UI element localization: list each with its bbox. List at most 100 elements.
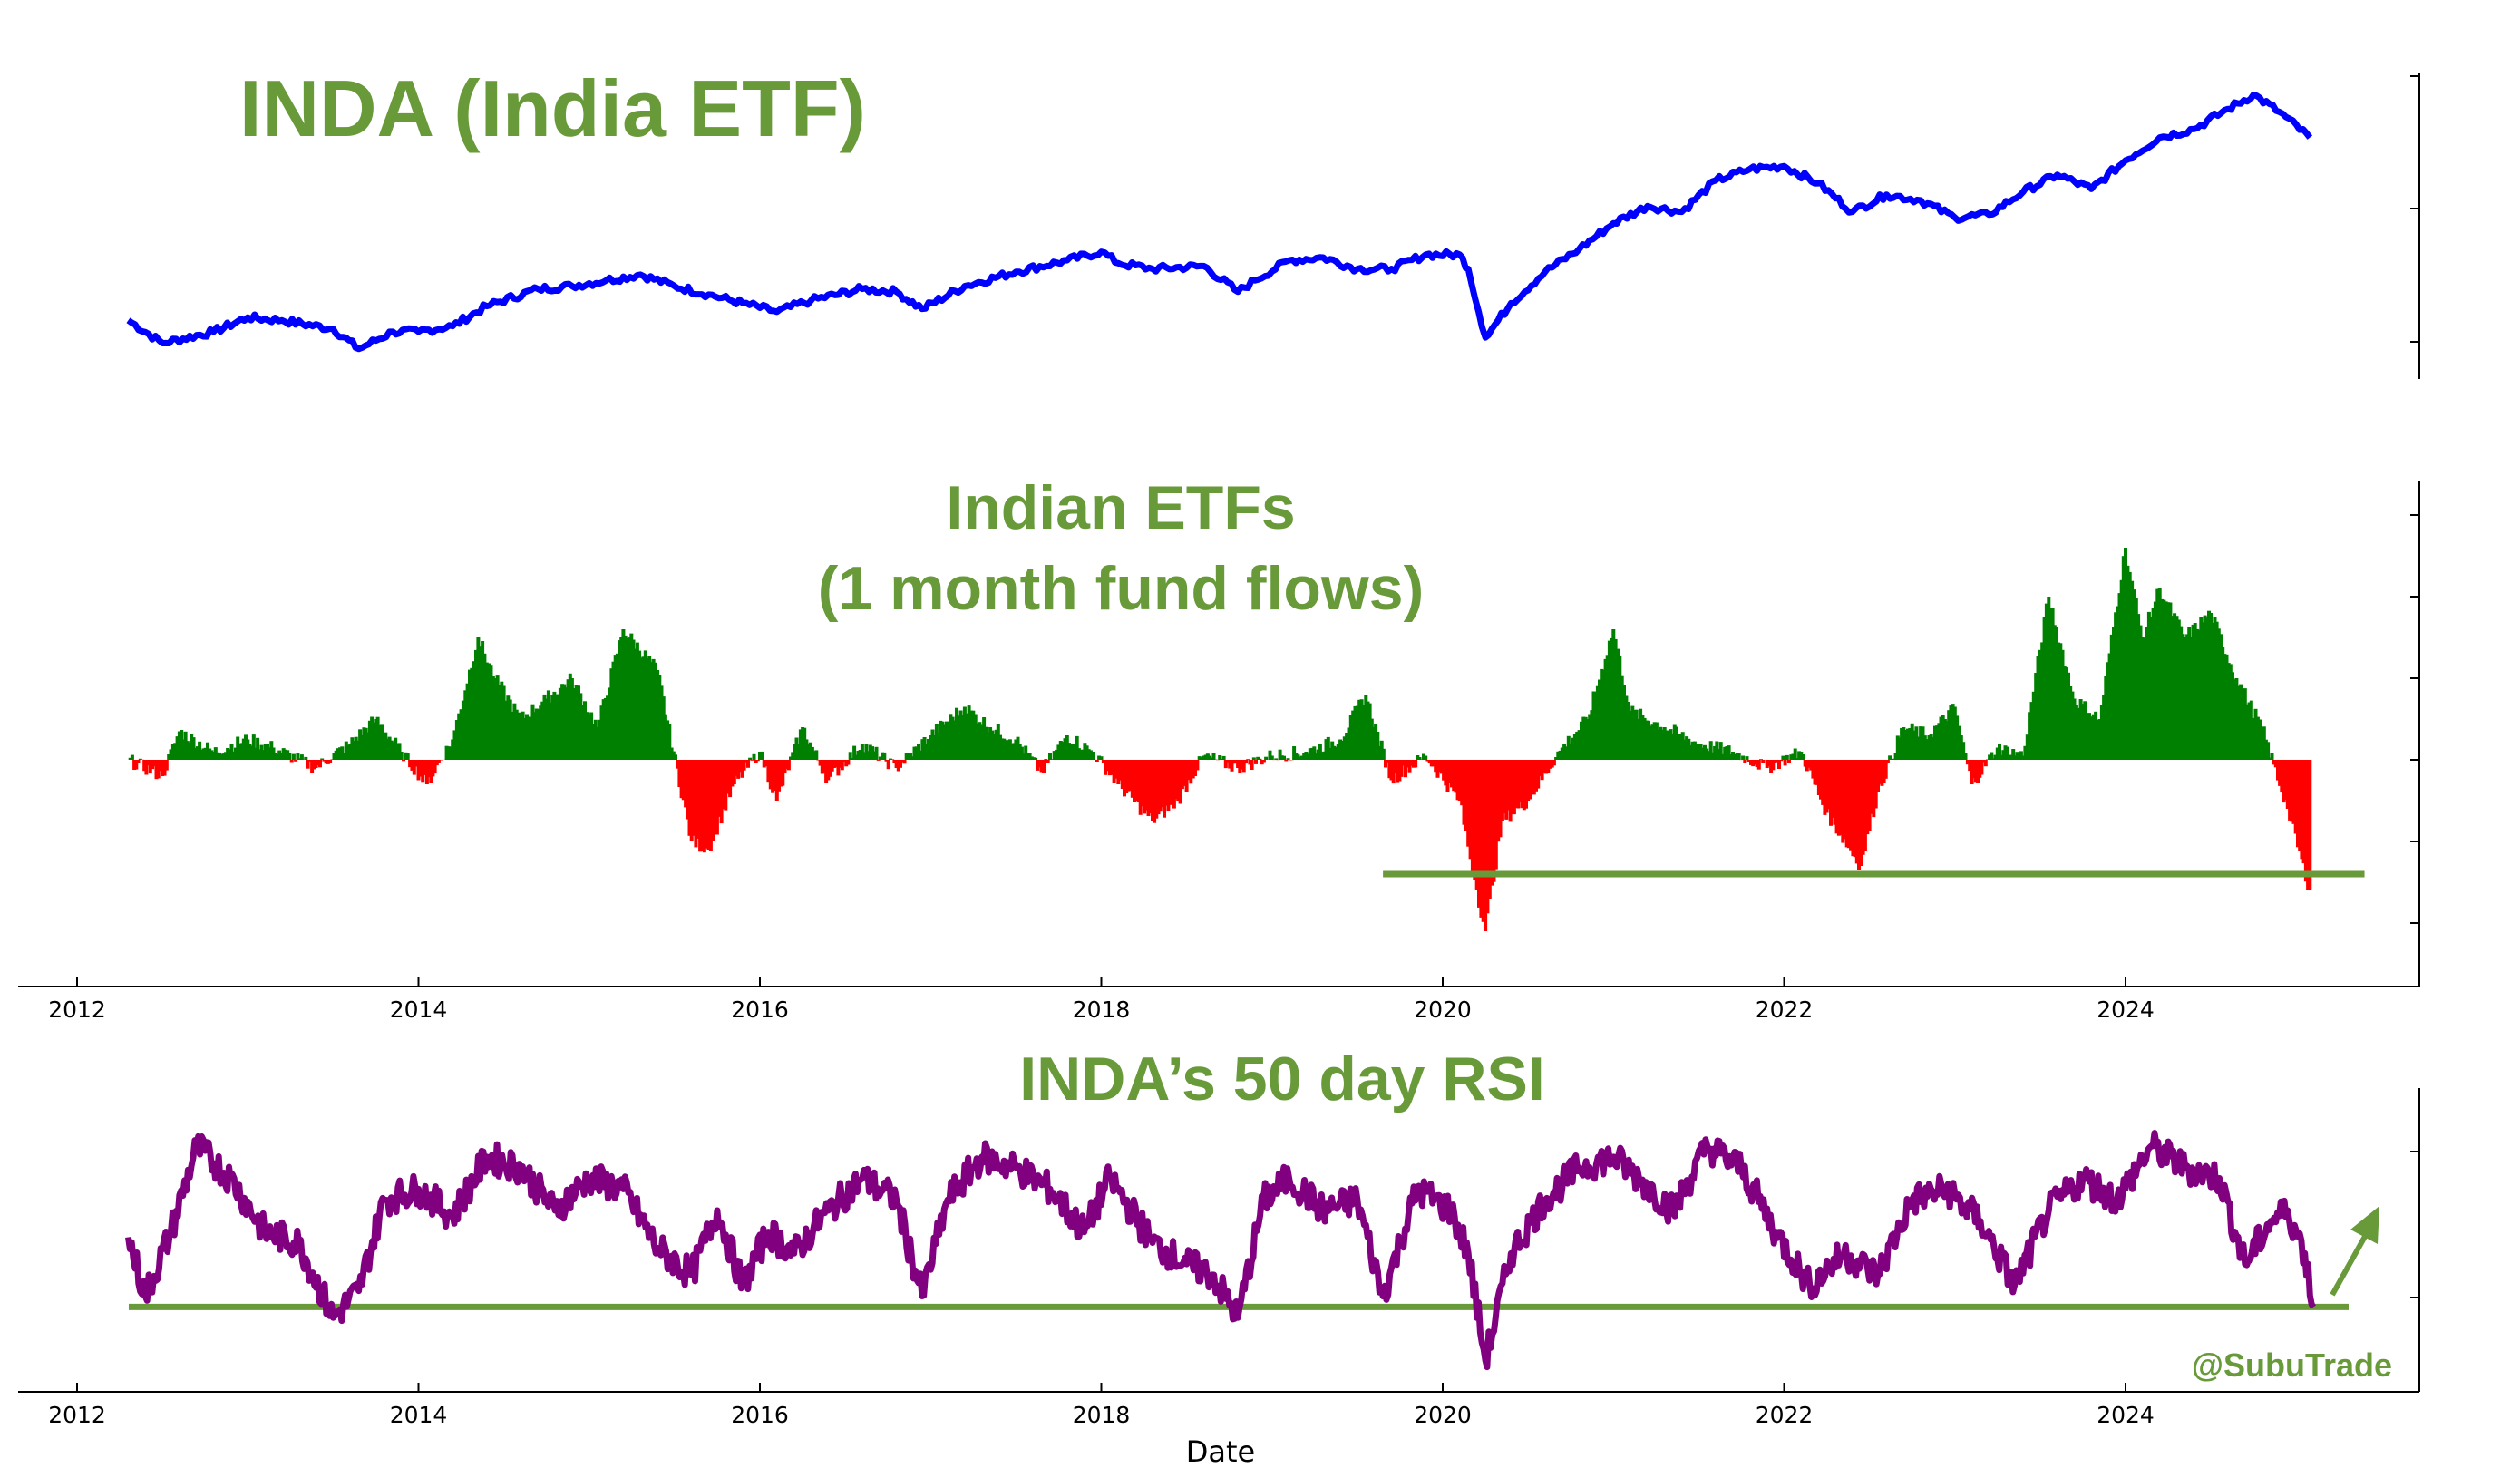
flow-bar (1610, 637, 1614, 760)
flow-bar (283, 749, 287, 760)
flow-bar (1326, 736, 1330, 760)
flow-bar (161, 760, 165, 776)
flow-bar (1677, 734, 1681, 760)
flow-bar (1211, 753, 1216, 760)
flow-bar (868, 744, 872, 760)
flow-bar (1903, 729, 1908, 760)
flow-bar (996, 724, 1000, 760)
flow-bar (1854, 760, 1859, 864)
flow-bar (1424, 755, 1428, 760)
flow-bar (1007, 739, 1012, 760)
flow-bar (246, 739, 250, 760)
flow-bar (1050, 759, 1055, 760)
flow-bar (2213, 617, 2217, 760)
flow-bar (251, 734, 256, 760)
flow-bar (1364, 695, 1368, 760)
flow-bar (154, 760, 159, 780)
flow-bar (1058, 741, 1063, 760)
flow-bar (1692, 741, 1697, 760)
flow-bar (1829, 760, 1833, 826)
flow-bar (1193, 760, 1197, 776)
flow-bar (1957, 725, 1961, 760)
flow-bar (1120, 760, 1124, 789)
flow-bar (2234, 678, 2239, 760)
flow-bar (694, 760, 698, 848)
flow-bar (2034, 673, 2038, 760)
flow-bar (1039, 760, 1044, 773)
flow-bar (487, 663, 491, 760)
flow-bar (2280, 760, 2284, 793)
flow-bar (2085, 715, 2089, 760)
flow-bar (838, 760, 842, 768)
flow-bar (2221, 647, 2225, 760)
flow-bar (1577, 730, 1581, 760)
flow-bar (1942, 719, 1947, 760)
flow-bar (1546, 760, 1551, 773)
flow-bar (2070, 691, 2075, 760)
flow-bar (517, 712, 521, 760)
flow-bar (1654, 722, 1659, 760)
flow-bar (2241, 692, 2245, 760)
flow-bar (836, 760, 841, 776)
flow-bar (229, 744, 234, 760)
flow-bar (1105, 760, 1110, 772)
flow-bar (532, 712, 537, 760)
flow-bar (457, 713, 462, 760)
flow-bar (1076, 748, 1081, 760)
flow-bar (791, 752, 795, 760)
flow-bar (354, 736, 358, 760)
flow-bar (2168, 602, 2173, 760)
flow-bar (1208, 755, 1212, 760)
flow-bar (226, 748, 230, 760)
flow-bar (1880, 760, 1884, 786)
flow-bar (844, 760, 849, 767)
flow-bar (1500, 760, 1504, 821)
flow-bar (824, 760, 829, 783)
flow-bar (1883, 760, 1888, 779)
flow-bar (2058, 643, 2063, 760)
flow-bar (1369, 718, 1374, 760)
flow-bar (1636, 718, 1640, 760)
flow-bar (404, 752, 408, 760)
flow-bar (1725, 746, 1729, 760)
flow-bar (952, 720, 957, 760)
flow-bar (1048, 753, 1052, 760)
flow-bar (1258, 758, 1262, 760)
flow-bar (917, 744, 920, 760)
flow-bar (2048, 608, 2053, 760)
flow-bar (452, 730, 457, 760)
flow-bar (1672, 724, 1677, 760)
x-tick-label: 2018 (1073, 1402, 1131, 1428)
flow-bar (774, 760, 779, 801)
flow-bar (244, 734, 248, 760)
flow-bar (789, 756, 793, 760)
flow-bar (1931, 736, 1935, 760)
flow-bar (2080, 704, 2085, 760)
flow-bar (656, 670, 660, 760)
flow-bar (164, 760, 169, 771)
flow-bar (1264, 756, 1269, 760)
flow-bar (1759, 759, 1763, 760)
flow-bar (1569, 743, 1573, 760)
flow-bar (1026, 753, 1030, 760)
flow-bar (2170, 616, 2175, 760)
flow-bar (635, 642, 639, 760)
flow-bar (613, 655, 618, 760)
flow-bar (1526, 760, 1531, 801)
flow-bar (1771, 760, 1776, 771)
flow-bar (259, 744, 264, 760)
flow-bar (2303, 760, 2308, 882)
flow-bar (208, 748, 212, 760)
flow-bar (1148, 760, 1153, 813)
flow-bar (932, 734, 937, 760)
flow-bar (1914, 726, 1919, 760)
flow-bar (1853, 760, 1857, 858)
flow-bar (1811, 760, 1815, 779)
flow-bar (1174, 760, 1178, 800)
flow-bar (1846, 760, 1851, 849)
x-tick-label: 2012 (48, 1402, 106, 1428)
flow-bar (1965, 760, 1970, 765)
flow-bar (482, 653, 487, 760)
flow-bar (1396, 760, 1400, 783)
flow-bar (1976, 760, 1980, 783)
